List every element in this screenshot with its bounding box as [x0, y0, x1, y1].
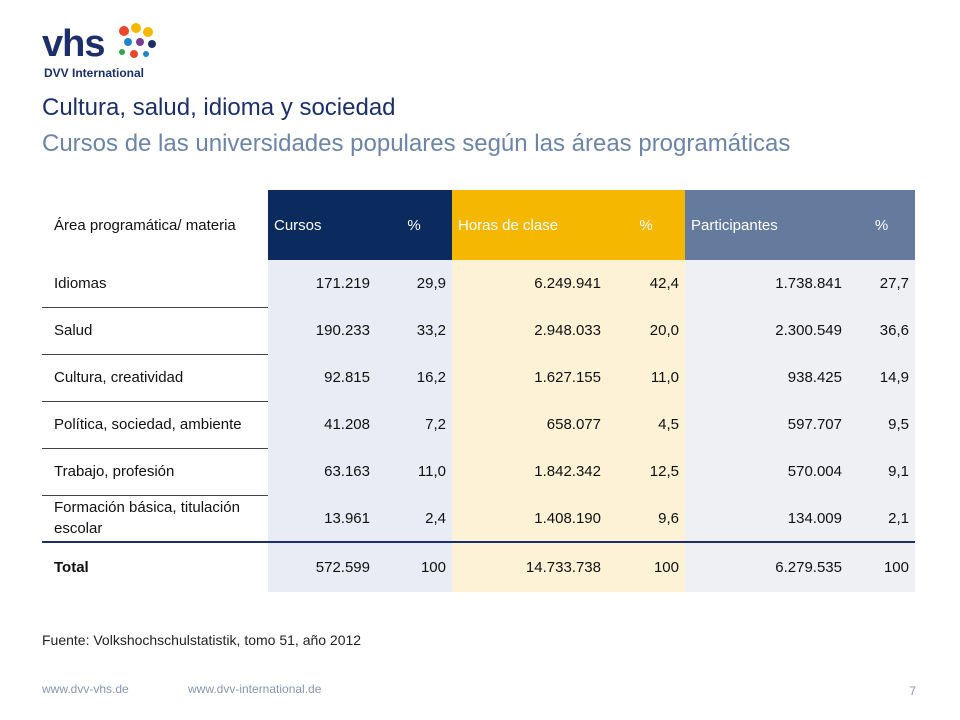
- cell-cursos: 92.815: [268, 354, 376, 401]
- cell-participantes-pct: 9,1: [848, 448, 915, 495]
- header-horas-pct: %: [607, 190, 685, 260]
- cell-cursos-pct: 100: [376, 541, 452, 592]
- cell-cursos: 13.961: [268, 495, 376, 542]
- cell-horas-pct: 12,5: [607, 448, 685, 495]
- table-row: Idiomas 171.219 29,9 6.249.941 42,4 1.73…: [42, 260, 915, 308]
- header-horas: Horas de clase: [452, 190, 607, 260]
- cell-participantes: 134.009: [685, 495, 848, 542]
- header-participantes-pct: %: [848, 190, 915, 260]
- cell-cursos-pct: 29,9: [376, 260, 452, 307]
- cell-horas-pct: 11,0: [607, 354, 685, 401]
- cell-horas-pct: 100: [607, 541, 685, 592]
- logo-subtext: DVV International: [44, 66, 145, 80]
- cell-cursos-pct: 7,2: [376, 401, 452, 448]
- cell-participantes: 2.300.549: [685, 307, 848, 354]
- header-area: Área programática/ materia: [54, 216, 236, 234]
- footer-link-dvv-international[interactable]: www.dvv-international.de: [188, 682, 322, 696]
- table-row: Política, sociedad, ambiente 41.208 7,2 …: [42, 401, 915, 449]
- footer-link-dvv-vhs[interactable]: www.dvv-vhs.de: [42, 682, 129, 696]
- table-total-row: Total 572.599 100 14.733.738 100 6.279.5…: [42, 541, 915, 592]
- source-note: Fuente: Volkshochschulstatistik, tomo 51…: [42, 632, 362, 648]
- table-row: Salud 190.233 33,2 2.948.033 20,0 2.300.…: [42, 307, 915, 355]
- cell-area: Formación básica, titulación escolar: [42, 495, 268, 543]
- cell-participantes-pct: 36,6: [848, 307, 915, 354]
- table-row: Trabajo, profesión 63.163 11,0 1.842.342…: [42, 448, 915, 496]
- cell-cursos: 171.219: [268, 260, 376, 307]
- cell-horas: 6.249.941: [452, 260, 607, 307]
- logo-dots-icon: [119, 23, 156, 58]
- cell-horas: 658.077: [452, 401, 607, 448]
- cell-area: Cultura, creatividad: [42, 354, 268, 402]
- table-header-row: Área programática/ materia Cursos % Hora…: [42, 190, 915, 260]
- cell-participantes-pct: 2,1: [848, 495, 915, 542]
- cell-participantes-pct: 27,7: [848, 260, 915, 307]
- header-cursos-pct: %: [376, 190, 452, 260]
- cell-horas: 1.627.155: [452, 354, 607, 401]
- cell-participantes-pct: 100: [848, 541, 915, 592]
- cell-participantes: 938.425: [685, 354, 848, 401]
- vhs-logo: vhs DVV International: [42, 20, 162, 82]
- cell-cursos-pct: 2,4: [376, 495, 452, 542]
- cell-horas: 1.842.342: [452, 448, 607, 495]
- cell-cursos: 41.208: [268, 401, 376, 448]
- cell-cursos: 63.163: [268, 448, 376, 495]
- cell-horas-pct: 42,4: [607, 260, 685, 307]
- cell-horas-pct: 9,6: [607, 495, 685, 542]
- cell-cursos-pct: 33,2: [376, 307, 452, 354]
- logo-wordmark: vhs: [42, 23, 105, 65]
- cell-area: Salud: [42, 307, 268, 355]
- cell-horas: 2.948.033: [452, 307, 607, 354]
- cell-horas: 14.733.738: [452, 541, 607, 592]
- courses-table: Área programática/ materia Cursos % Hora…: [42, 190, 915, 592]
- table-row: Formación básica, titulación escolar 13.…: [42, 495, 915, 543]
- header-cursos: Cursos: [268, 190, 376, 260]
- cell-participantes-pct: 9,5: [848, 401, 915, 448]
- cell-horas-pct: 4,5: [607, 401, 685, 448]
- cell-cursos: 190.233: [268, 307, 376, 354]
- cell-total-label: Total: [42, 541, 268, 592]
- cell-area: Política, sociedad, ambiente: [42, 401, 268, 449]
- cell-cursos: 572.599: [268, 541, 376, 592]
- cell-cursos-pct: 11,0: [376, 448, 452, 495]
- page-subtitle: Cursos de las universidades populares se…: [42, 130, 791, 157]
- cell-horas: 1.408.190: [452, 495, 607, 542]
- cell-area: Trabajo, profesión: [42, 448, 268, 496]
- cell-horas-pct: 20,0: [607, 307, 685, 354]
- cell-participantes: 597.707: [685, 401, 848, 448]
- page-title: Cultura, salud, idioma y sociedad: [42, 94, 396, 121]
- cell-participantes: 570.004: [685, 448, 848, 495]
- cell-participantes-pct: 14,9: [848, 354, 915, 401]
- cell-cursos-pct: 16,2: [376, 354, 452, 401]
- table-row: Cultura, creatividad 92.815 16,2 1.627.1…: [42, 354, 915, 402]
- cell-participantes: 6.279.535: [685, 541, 848, 592]
- page-number: 7: [909, 684, 916, 698]
- cell-area: Idiomas: [42, 260, 268, 308]
- header-participantes: Participantes: [685, 190, 848, 260]
- cell-participantes: 1.738.841: [685, 260, 848, 307]
